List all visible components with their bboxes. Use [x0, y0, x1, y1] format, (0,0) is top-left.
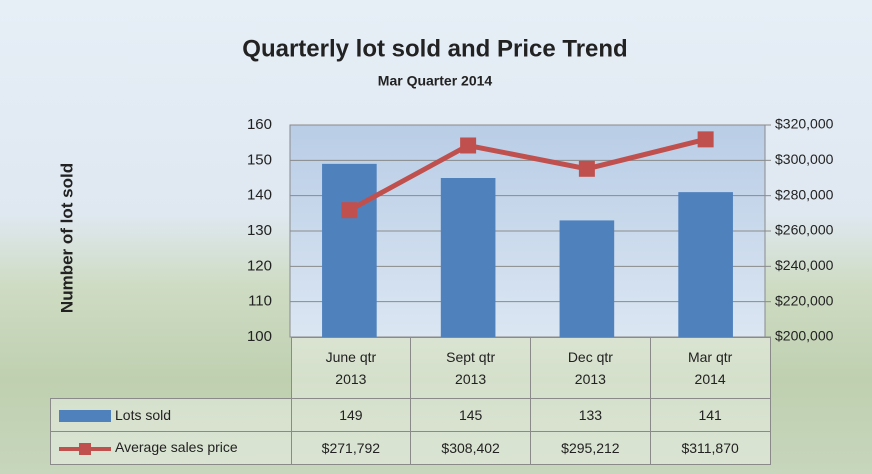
- marker: [341, 202, 358, 219]
- legend-label: Lots sold: [115, 406, 172, 423]
- legend-cell: Average sales price: [50, 430, 292, 465]
- chart-subtitle: Mar Quarter 2014: [378, 73, 493, 89]
- marker: [697, 131, 714, 148]
- value-label: 145: [410, 397, 531, 432]
- value-label: $311,870: [649, 430, 771, 465]
- y-tick-label: 150: [247, 151, 272, 168]
- value-label: 149: [290, 397, 412, 432]
- value-label: $308,402: [410, 430, 531, 465]
- y-tick-label: 120: [247, 257, 272, 274]
- y-axis-label: Number of lot sold: [57, 163, 76, 313]
- chart-title: Quarterly lot sold and Price Trend: [242, 35, 627, 62]
- x-tick-label: Dec qtr 2013: [567, 348, 613, 387]
- value-label: 141: [649, 397, 771, 432]
- category-cell: June qtr 2013: [290, 337, 412, 399]
- y-tick-label: 130: [247, 222, 272, 239]
- table-corner: [50, 337, 292, 399]
- y-tick-label: 140: [247, 187, 272, 204]
- y2-tick-label: $300,000: [775, 151, 834, 167]
- data-table: June qtr 2013 Sept qtr 2013 Dec qtr 2013 Ma…: [50, 337, 771, 465]
- table-header-row: June qtr 2013 Sept qtr 2013 Dec qtr 2013 Ma…: [50, 337, 771, 399]
- legend-swatch: [59, 441, 111, 456]
- legend-cell: Lots sold: [50, 397, 292, 432]
- value-label: $271,792: [290, 430, 412, 465]
- bar: [322, 163, 377, 337]
- y2-tick-label: $200,000: [775, 328, 834, 344]
- table-row: Lots sold 149 145 133 141: [50, 397, 771, 432]
- y2-tick-label: $240,000: [775, 257, 834, 273]
- legend-swatch: [59, 409, 111, 422]
- y2-tick-label: $260,000: [775, 222, 834, 238]
- y2-tick-label: $320,000: [775, 116, 834, 132]
- category-cell: Dec qtr 2013: [530, 337, 651, 399]
- legend-label: Average sales price: [115, 439, 238, 456]
- marker: [460, 137, 477, 154]
- x-tick-label: Mar qtr 2014: [687, 348, 733, 387]
- marker: [578, 160, 595, 177]
- bar: [559, 220, 615, 337]
- value-label: 133: [530, 397, 651, 432]
- x-tick-label: Sept qtr 2013: [446, 348, 496, 387]
- bar: [678, 192, 733, 337]
- category-cell: Mar qtr 2014: [649, 337, 771, 399]
- y-tick-label: 110: [248, 293, 272, 310]
- table-row: Average sales price $271,792 $308,402 $295,…: [50, 430, 771, 465]
- y2-tick-label: $280,000: [775, 186, 834, 202]
- line: [348, 136, 707, 213]
- category-cell: Sept qtr 2013: [410, 337, 531, 399]
- y-tick-label: 160: [247, 116, 272, 133]
- y2-tick-label: $220,000: [775, 292, 834, 308]
- bar: [440, 178, 496, 337]
- value-label: $295,212: [530, 430, 651, 465]
- legend-marker: [79, 442, 91, 455]
- x-tick-label: June qtr 2013: [325, 348, 377, 387]
